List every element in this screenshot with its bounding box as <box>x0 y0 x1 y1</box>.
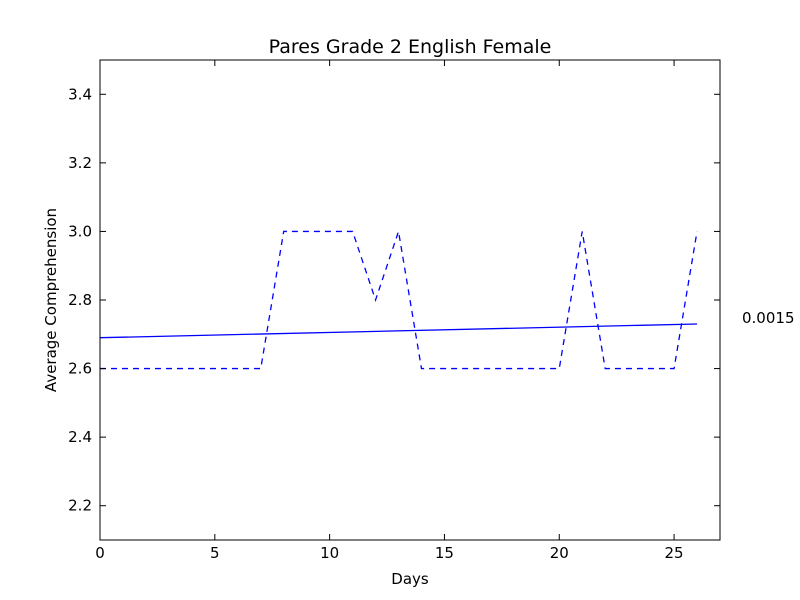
trend-line <box>99 323 698 339</box>
x-tick-label: 0 <box>95 544 105 562</box>
y-tick-label: 2.4 <box>68 428 92 446</box>
x-tick-label: 10 <box>320 544 339 562</box>
x-axis: 0 5 10 15 20 25 <box>95 60 684 562</box>
x-tick-label: 25 <box>665 544 684 562</box>
y-axis-label: Average Comprehension <box>42 208 60 392</box>
x-tick-label: 15 <box>435 544 454 562</box>
x-tick-label: 20 <box>550 544 569 562</box>
slope-annotation: 0.0015 <box>742 309 795 327</box>
x-tick-label: 5 <box>210 544 220 562</box>
y-tick-label: 3.0 <box>68 222 92 240</box>
comprehension-series-line <box>100 230 698 370</box>
y-tick-label: 2.8 <box>68 291 92 309</box>
x-axis-label: Days <box>391 570 429 588</box>
y-tick-label: 3.4 <box>68 85 92 103</box>
y-tick-label: 2.6 <box>68 360 92 378</box>
chart-title: Pares Grade 2 English Female <box>269 36 552 58</box>
series-layer <box>99 230 698 370</box>
y-axis: 2.2 2.4 2.6 2.8 3.0 3.2 3.4 <box>68 85 720 515</box>
y-tick-label: 2.2 <box>68 497 92 515</box>
y-tick-label: 3.2 <box>68 154 92 172</box>
